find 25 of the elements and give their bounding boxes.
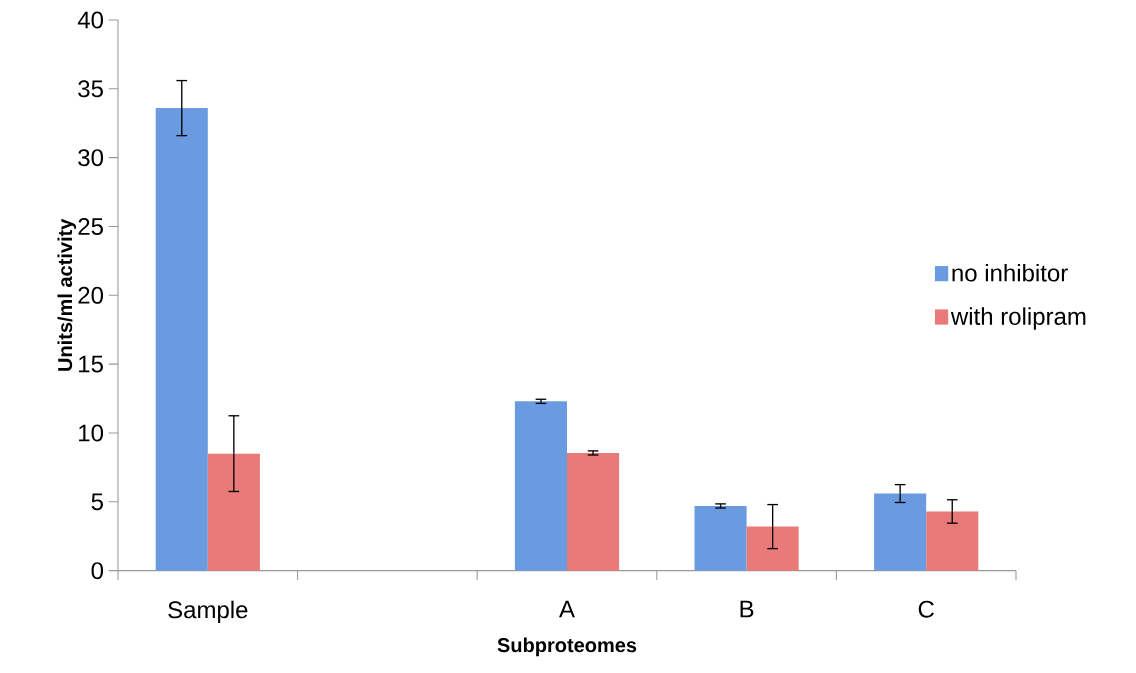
y-tick-label: 10 <box>79 424 104 442</box>
legend-label: no inhibitor <box>952 263 1068 282</box>
y-tick-label: 20 <box>78 286 104 304</box>
bar <box>694 505 747 571</box>
bar <box>874 493 927 571</box>
bar <box>155 107 208 571</box>
legend-label: with rolipram <box>950 307 1086 330</box>
x-tick-label: B <box>740 600 754 618</box>
y-tick-label: 15 <box>79 355 103 373</box>
y-tick-label: 40 <box>77 11 104 29</box>
bar <box>926 511 979 571</box>
bar <box>207 453 260 571</box>
y-tick-label: 35 <box>78 80 103 98</box>
bar <box>567 452 620 571</box>
x-tick-label: Sample <box>168 600 248 623</box>
x-tick-label: C <box>918 600 934 618</box>
y-tick-label: 25 <box>78 217 103 235</box>
bar <box>746 526 799 571</box>
y-tick-label: 5 <box>91 493 103 511</box>
bar <box>514 401 567 571</box>
x-tick-label: A <box>559 600 575 618</box>
y-tick-label: 30 <box>78 149 104 166</box>
x-axis-title: Subproteomes <box>497 637 637 657</box>
y-tick-label: 0 <box>91 561 104 579</box>
y-axis-title: Units/ml activity <box>57 218 77 371</box>
